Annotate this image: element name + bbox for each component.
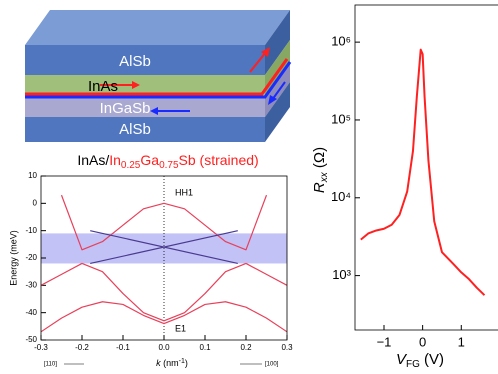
x-tick-label: -0.1	[116, 343, 130, 352]
data-line	[41, 262, 287, 322]
data-line	[90, 230, 238, 265]
layer-stack: AlSb InAs InGaSb AlSb	[25, 10, 292, 142]
y-tick-label: 10⁴	[331, 189, 351, 204]
x-axis-label: k (nm-1)	[156, 358, 188, 369]
plot-area	[41, 194, 287, 333]
x-tick-label: 0.1	[199, 343, 211, 352]
data-line	[41, 301, 287, 333]
layer-label: InGaSb	[100, 100, 151, 117]
y-tick-label: -40	[25, 308, 37, 317]
plot-area	[360, 48, 486, 296]
y-tick-label: -10	[25, 226, 37, 235]
x-tick-label: 0.0	[158, 343, 170, 352]
y-tick-label: 10	[28, 171, 37, 180]
y-axis-label: Rxx (Ω)	[311, 147, 330, 193]
data-line	[360, 48, 486, 296]
y-tick-label: -20	[25, 253, 37, 262]
annotation: HH1	[175, 187, 193, 197]
layer-label: AlSb	[119, 121, 151, 138]
x-tick-label: 0.3	[281, 343, 293, 352]
annotation: E1	[175, 323, 186, 333]
y-tick-label: 0	[33, 198, 38, 207]
x-tick-label: 0.2	[240, 343, 252, 352]
y-tick-label: 10⁵	[331, 111, 351, 126]
x-tick-label: -0.2	[75, 343, 89, 352]
y-tick-label: 10⁶	[331, 34, 351, 49]
layer-label: InAs	[88, 78, 118, 95]
layer-label: AlSb	[119, 53, 151, 70]
y-tick-label: -30	[25, 280, 37, 289]
x-tick-label: 1	[458, 334, 465, 349]
annotation: [100]	[265, 362, 279, 368]
axes-frame	[40, 175, 288, 341]
y-tick-label: 10³	[332, 267, 351, 282]
data-line	[60, 194, 268, 251]
y-tick-label: -50	[25, 335, 37, 344]
x-axis-label: VFG (V)	[396, 351, 444, 369]
x-tick-label: 0	[419, 334, 426, 349]
x-tick-label: -0.3	[34, 343, 48, 352]
chart-title: InAs/In0.25Ga0.75Sb (strained)	[77, 152, 258, 171]
annotation: [110]	[44, 362, 57, 368]
x-tick-label: −1	[377, 334, 392, 349]
axes-frame	[354, 4, 498, 331]
y-axis-label: Energy (meV)	[8, 230, 18, 286]
